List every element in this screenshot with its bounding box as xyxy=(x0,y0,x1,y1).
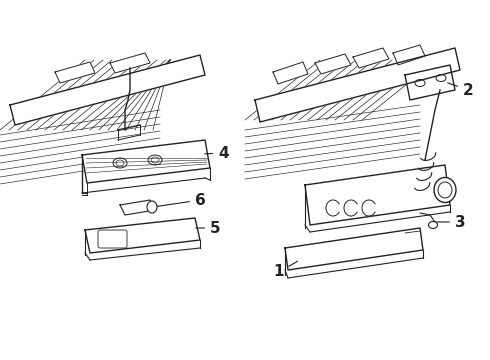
Polygon shape xyxy=(85,218,200,253)
Ellipse shape xyxy=(434,177,456,202)
Polygon shape xyxy=(82,140,210,183)
Polygon shape xyxy=(273,62,308,84)
Text: 6: 6 xyxy=(156,193,206,207)
Text: 3: 3 xyxy=(436,215,466,230)
Text: 4: 4 xyxy=(205,145,229,161)
Polygon shape xyxy=(353,48,389,68)
Polygon shape xyxy=(10,55,205,125)
Polygon shape xyxy=(285,228,423,270)
Text: 1: 1 xyxy=(273,261,297,279)
Text: 5: 5 xyxy=(196,220,220,235)
Polygon shape xyxy=(255,48,460,122)
Polygon shape xyxy=(405,65,455,100)
Polygon shape xyxy=(110,53,150,73)
Polygon shape xyxy=(120,200,155,215)
Ellipse shape xyxy=(428,221,438,229)
Text: 2: 2 xyxy=(448,82,474,98)
Ellipse shape xyxy=(147,201,157,213)
Polygon shape xyxy=(55,62,95,83)
Polygon shape xyxy=(305,165,450,225)
Polygon shape xyxy=(315,54,351,74)
Polygon shape xyxy=(393,45,425,65)
